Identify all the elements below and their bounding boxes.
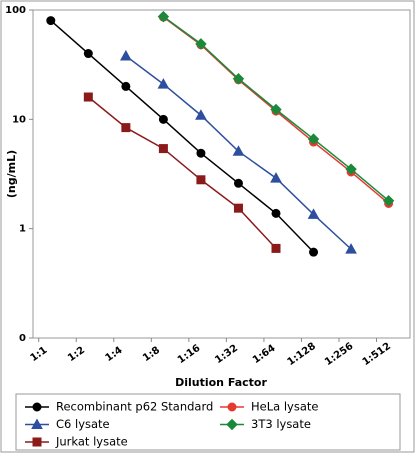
data-point [307,208,320,219]
data-point [270,103,282,116]
data-point [121,81,131,91]
data-point [196,175,206,185]
series-line [50,20,315,253]
data-point [157,78,170,89]
legend-label: HeLa lysate [251,400,318,414]
plot-frame [32,9,411,339]
data-point [382,195,395,207]
data-point [271,208,281,218]
data-point [233,178,243,188]
data-point [120,49,132,61]
data-point [83,49,93,59]
legend-marker [31,418,43,429]
legend-label: 3T3 lysate [251,417,311,431]
legend-marker [32,437,42,447]
data-point [195,38,207,50]
data-point [195,109,207,120]
y-tick-label: 0 [19,333,26,344]
data-point [233,203,243,213]
data-point [232,73,245,85]
y-axis-title: (ng/mL) [5,150,18,198]
data-point [158,114,168,124]
data-point [157,10,170,23]
data-point [158,144,168,154]
legend-label: C6 lysate [56,417,110,431]
legend-label: Recombinant p62 Standard [56,400,213,414]
legend-label: Jurkat lysate [55,435,128,449]
legend-marker [32,402,42,412]
legend-box [15,393,401,451]
data-point [345,243,357,254]
data-point [271,243,281,253]
y-tick-label: 1 [19,224,26,235]
data-point [309,247,319,257]
y-tick-label: 100 [5,5,26,16]
legend-marker [226,418,238,431]
data-point [46,16,56,26]
data-point [270,172,282,183]
data-point [83,92,93,102]
data-point [232,145,245,156]
legend-marker [227,402,237,412]
series-line [87,96,277,249]
y-tick-label: 10 [12,114,26,125]
data-point [196,148,206,158]
data-point [345,163,357,175]
x-axis-title: Dilution Factor [175,376,267,389]
data-point [121,123,131,133]
data-point [307,133,320,145]
